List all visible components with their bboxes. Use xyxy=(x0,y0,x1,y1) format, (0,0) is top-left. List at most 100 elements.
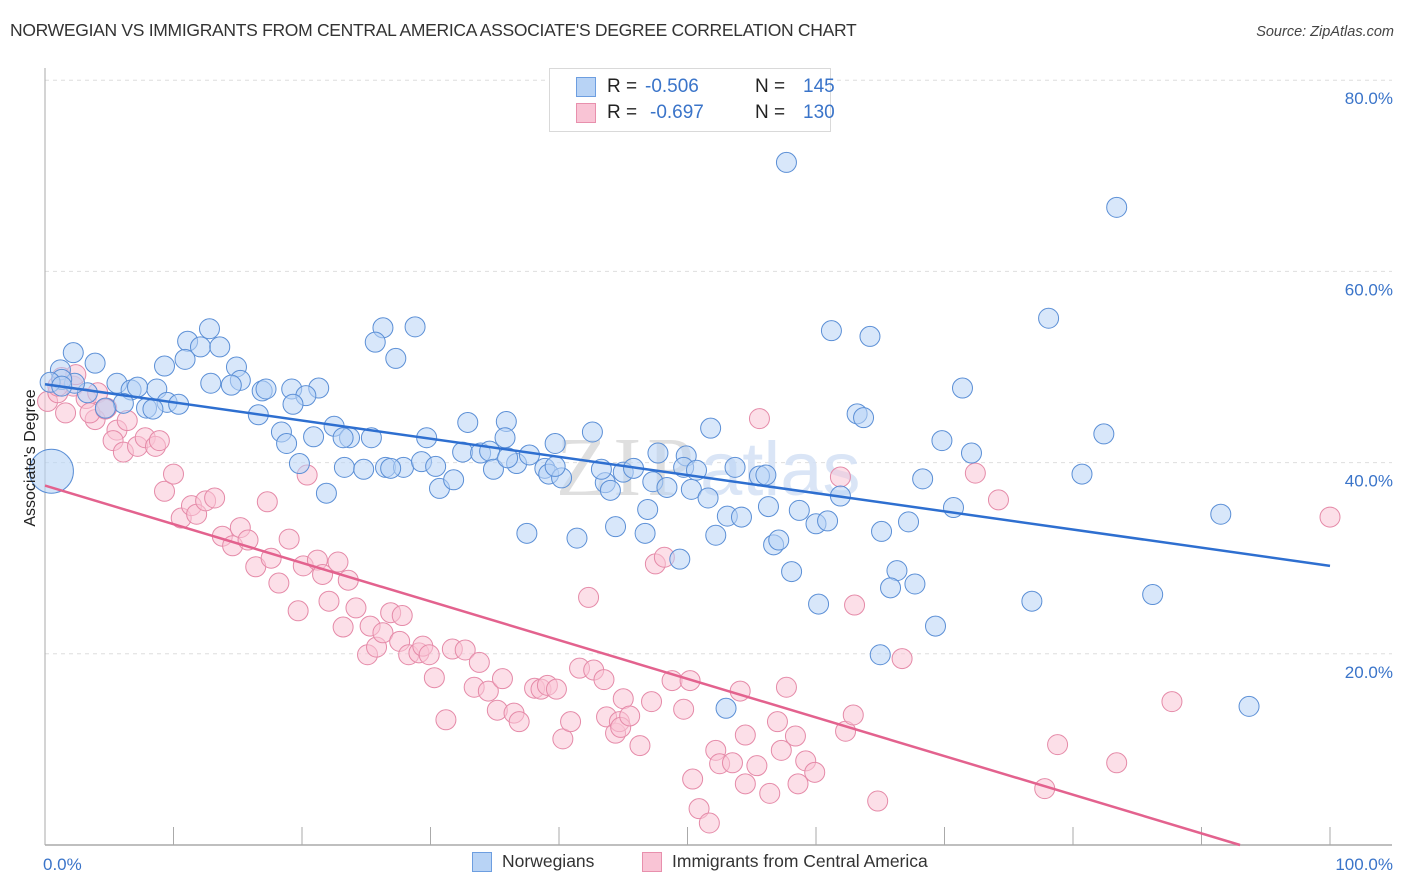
data-point-immigrants xyxy=(256,491,278,513)
series-legend: Norwegians Immigrants from Central Ameri… xyxy=(0,851,1406,877)
data-point-norwegians xyxy=(544,455,566,477)
data-point-norwegians xyxy=(332,427,354,449)
data-point-immigrants xyxy=(1106,752,1128,774)
data-point-norwegians xyxy=(697,487,719,509)
data-point-norwegians xyxy=(497,447,519,469)
data-point-norwegians xyxy=(174,348,196,370)
data-point-immigrants xyxy=(332,616,354,638)
trend-lines xyxy=(44,382,1331,847)
data-point-immigrants xyxy=(287,600,309,622)
data-point-immigrants xyxy=(734,773,756,795)
blue-swatch xyxy=(576,77,596,97)
data-point-norwegians xyxy=(198,318,220,340)
data-point-immigrants xyxy=(775,676,797,698)
r-label: R = xyxy=(607,102,638,123)
data-point-immigrants xyxy=(55,402,77,424)
legend-item-immigrants[interactable]: Immigrants from Central America xyxy=(642,851,928,872)
legend-label: Immigrants from Central America xyxy=(672,851,928,871)
data-point-norwegians xyxy=(544,432,566,454)
legend-item-norwegians[interactable]: Norwegians xyxy=(472,851,594,872)
data-point-immigrants xyxy=(372,622,394,644)
data-point-immigrants xyxy=(721,752,743,774)
data-point-immigrants xyxy=(268,572,290,594)
y-tick-label: 20.0% xyxy=(1345,663,1393,682)
data-point-immigrants xyxy=(746,755,768,777)
data-point-norwegians xyxy=(494,427,516,449)
trend-line-norwegians xyxy=(44,382,1331,568)
data-point-norwegians xyxy=(443,469,465,491)
data-point-norwegians xyxy=(457,411,479,433)
data-point-immigrants xyxy=(804,761,826,783)
n-value: 145 xyxy=(803,76,835,97)
data-point-immigrants xyxy=(116,410,138,432)
y-axis-label: Associate's Degree xyxy=(22,389,39,526)
r-value: -0.697 xyxy=(650,102,704,123)
data-point-immigrants xyxy=(784,725,806,747)
n-label: N = xyxy=(755,102,786,123)
data-point-norwegians xyxy=(931,430,953,452)
data-point-norwegians xyxy=(768,529,790,551)
data-point-immigrants xyxy=(391,605,413,627)
data-point-norwegians xyxy=(904,573,926,595)
data-point-norwegians xyxy=(220,374,242,396)
data-point-immigrants xyxy=(204,487,226,509)
data-point-immigrants xyxy=(734,724,756,746)
data-point-immigrants xyxy=(1161,691,1183,713)
data-point-norwegians xyxy=(518,444,540,466)
data-point-norwegians xyxy=(566,527,588,549)
data-point-norwegians xyxy=(859,325,881,347)
data-point-norwegians xyxy=(951,377,973,399)
data-point-norwegians xyxy=(781,561,803,583)
data-point-norwegians xyxy=(255,378,277,400)
data-point-norwegians xyxy=(364,331,386,353)
data-point-immigrants xyxy=(545,678,567,700)
stats-legend: R = -0.506 N = 145 R = -0.697 N = 130 xyxy=(549,68,835,132)
data-point-norwegians xyxy=(705,524,727,546)
data-point-norwegians xyxy=(1038,307,1060,329)
x-tick-label: 100.0% xyxy=(1335,855,1393,874)
data-point-norwegians xyxy=(209,336,231,358)
pink-swatch xyxy=(576,103,596,123)
data-point-norwegians xyxy=(775,151,797,173)
n-label: N = xyxy=(755,76,786,97)
data-point-immigrants xyxy=(787,773,809,795)
data-point-immigrants xyxy=(829,466,851,488)
data-point-norwegians xyxy=(127,376,149,398)
data-point-norwegians xyxy=(353,458,375,480)
trend-line-immigrants xyxy=(44,484,1241,847)
data-point-norwegians xyxy=(898,511,920,533)
y-tick-label: 60.0% xyxy=(1345,280,1393,299)
data-point-norwegians xyxy=(656,476,678,498)
data-point-immigrants xyxy=(619,705,641,727)
data-point-immigrants xyxy=(423,667,445,689)
data-point-norwegians xyxy=(516,522,538,544)
data-point-immigrants xyxy=(629,735,651,757)
data-point-norwegians xyxy=(960,442,982,464)
data-point-norwegians xyxy=(479,440,501,462)
data-point-norwegians xyxy=(715,697,737,719)
data-point-norwegians xyxy=(757,496,779,518)
data-point-norwegians xyxy=(142,398,164,420)
data-point-immigrants xyxy=(673,698,695,720)
data-point-immigrants xyxy=(435,709,457,731)
data-point-norwegians xyxy=(385,347,407,369)
data-point-norwegians xyxy=(605,516,627,538)
data-point-norwegians xyxy=(1021,590,1043,612)
data-point-norwegians xyxy=(1142,584,1164,606)
blue-swatch xyxy=(472,851,492,872)
stats-row-norwegians: R = -0.506 N = 145 xyxy=(576,75,835,99)
data-point-norwegians xyxy=(808,593,830,615)
data-point-immigrants xyxy=(867,790,889,812)
data-point-norwegians-large xyxy=(28,448,74,494)
data-point-norwegians xyxy=(282,393,304,415)
data-point-immigrants xyxy=(1047,734,1069,756)
pink-swatch xyxy=(642,851,662,872)
data-point-immigrants xyxy=(987,489,1009,511)
stats-row-immigrants: R = -0.697 N = 130 xyxy=(576,101,835,125)
data-point-norwegians xyxy=(820,320,842,342)
source-label: Source: ZipAtlas.com xyxy=(1256,24,1394,40)
y-tick-label: 40.0% xyxy=(1345,472,1393,491)
data-point-immigrants xyxy=(844,594,866,616)
data-point-norwegians xyxy=(360,427,382,449)
